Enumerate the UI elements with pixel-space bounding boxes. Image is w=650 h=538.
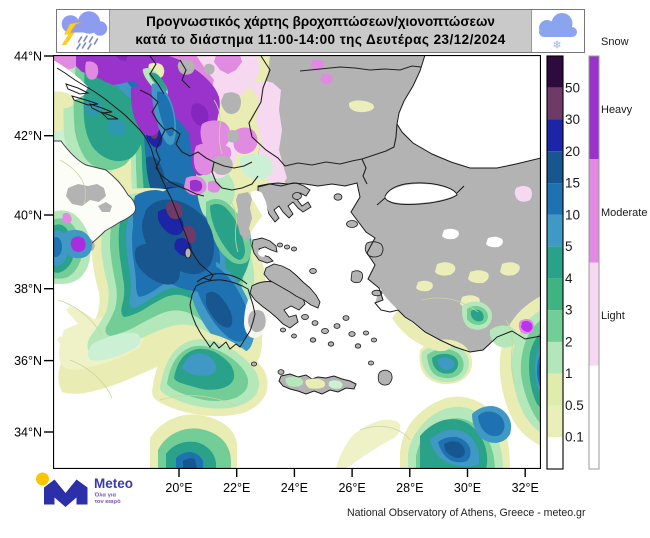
svg-text:0.1: 0.1 xyxy=(565,430,584,445)
svg-text:28°E: 28°E xyxy=(396,481,423,495)
svg-text:38°N: 38°N xyxy=(14,282,42,296)
svg-text:40°N: 40°N xyxy=(14,209,42,223)
svg-text:30: 30 xyxy=(565,112,580,127)
svg-text:Heavy: Heavy xyxy=(601,104,633,116)
svg-text:4: 4 xyxy=(565,271,573,286)
svg-text:1: 1 xyxy=(565,366,573,381)
svg-text:2: 2 xyxy=(565,334,573,349)
svg-text:32°E: 32°E xyxy=(512,481,539,495)
svg-text:30°E: 30°E xyxy=(454,481,481,495)
svg-text:0.5: 0.5 xyxy=(565,398,584,413)
svg-text:44°N: 44°N xyxy=(14,50,42,64)
svg-text:36°N: 36°N xyxy=(14,354,42,368)
svg-text:Όλα για: Όλα για xyxy=(94,493,117,499)
svg-text:Snow: Snow xyxy=(601,36,629,48)
svg-text:Moderate: Moderate xyxy=(601,207,647,219)
svg-text:22°E: 22°E xyxy=(223,481,250,495)
svg-text:20°E: 20°E xyxy=(165,481,192,495)
svg-text:26°E: 26°E xyxy=(338,481,365,495)
svg-text:Meteo: Meteo xyxy=(94,476,133,491)
svg-text:24°E: 24°E xyxy=(281,481,308,495)
svg-text:❄: ❄ xyxy=(552,40,561,52)
svg-text:42°N: 42°N xyxy=(14,129,42,143)
svg-text:20: 20 xyxy=(565,144,580,159)
svg-text:15: 15 xyxy=(565,176,580,191)
svg-text:50: 50 xyxy=(565,80,580,95)
svg-text:34°N: 34°N xyxy=(14,426,42,440)
svg-text:τον καιρό: τον καιρό xyxy=(95,499,122,505)
svg-text:10: 10 xyxy=(565,207,580,222)
svg-text:Light: Light xyxy=(601,310,625,322)
svg-text:3: 3 xyxy=(565,303,573,318)
svg-text:5: 5 xyxy=(565,239,573,254)
